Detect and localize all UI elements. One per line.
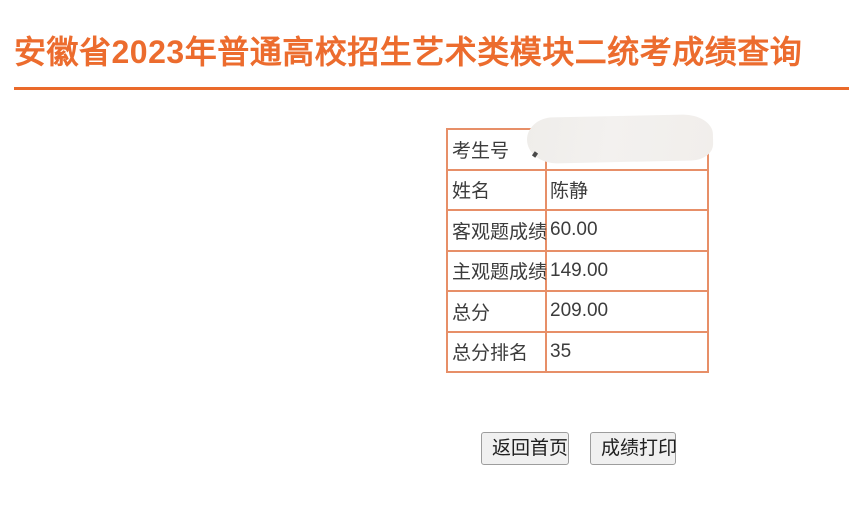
title-underline-rule [14, 87, 849, 90]
print-score-button[interactable]: 成绩打印 [590, 432, 677, 465]
row-label: 总分排名 [446, 330, 547, 373]
score-table-container: 考生号 姓名 陈静 客观题成绩 60.00 主观题成绩 149.00 总分 20… [446, 114, 714, 373]
table-row-name: 姓名 陈静 [446, 168, 709, 211]
row-label: 主观题成绩 [446, 249, 547, 292]
redaction-mark [526, 114, 714, 164]
table-row-total-rank: 总分排名 35 [446, 330, 709, 373]
table-row-subjective-score: 主观题成绩 149.00 [446, 249, 709, 292]
page-title: 安徽省2023年普通高校招生艺术类模块二统考成绩查询 [14, 34, 803, 70]
row-value: 35 [545, 330, 709, 373]
table-row-objective-score: 客观题成绩 60.00 [446, 209, 709, 252]
row-label: 总分 [446, 290, 547, 333]
score-table: 考生号 姓名 陈静 客观题成绩 60.00 主观题成绩 149.00 总分 20… [446, 128, 709, 373]
table-row-total-score: 总分 209.00 [446, 290, 709, 333]
row-value: 陈静 [545, 168, 709, 211]
row-label: 客观题成绩 [446, 209, 547, 252]
back-home-button[interactable]: 返回首页 [481, 432, 569, 465]
row-value: 149.00 [545, 249, 709, 292]
row-value: 60.00 [545, 209, 709, 252]
row-value: 209.00 [545, 290, 709, 333]
row-label: 姓名 [446, 168, 547, 211]
